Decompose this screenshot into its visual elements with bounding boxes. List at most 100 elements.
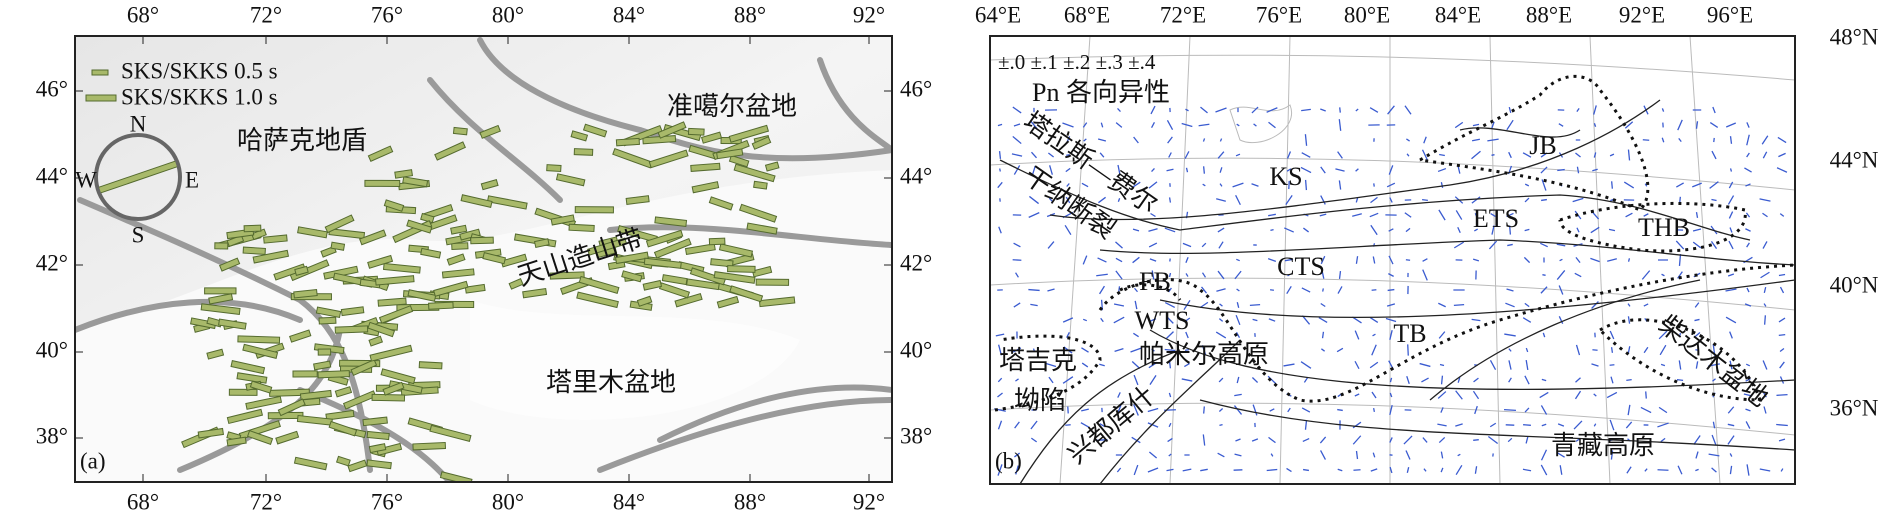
split-bar [700,131,723,144]
pn-dash [1286,467,1292,473]
pn-dash [1203,406,1205,414]
split-bar [446,253,466,266]
pn-dash [1116,404,1122,416]
pn-dash [1268,121,1276,129]
pn-dash [1457,453,1461,457]
pn-dash [1729,453,1733,457]
split-bar [382,381,405,396]
split-bar [615,137,640,147]
pn-dash [1147,407,1159,413]
pn-dash [1352,316,1362,324]
pn-dash [1727,435,1735,445]
pn-dash [1645,226,1647,234]
pn-dash [1388,255,1394,265]
pn-dash [1370,196,1378,204]
pn-dash [1320,450,1326,460]
pn-dash [1522,317,1532,323]
pn-dash [1559,465,1563,475]
pn-dash [1506,288,1514,292]
pn-dash [1081,182,1089,188]
pn-dash [1251,106,1259,114]
pn-dash [1760,271,1770,279]
pn-dash [1523,424,1531,426]
split-bar [568,223,595,233]
pn-dash [997,377,1003,383]
pn-dash [1251,377,1259,383]
pn-dash [1593,123,1597,127]
y-tick-label: 38° [36,423,68,448]
pn-dash [1151,270,1155,280]
split-bar [242,246,266,255]
split-bar [486,195,528,210]
pn-dash [1406,138,1410,142]
split-bar [407,289,437,302]
pn-dash [1287,273,1291,277]
pn-dash [1761,135,1769,145]
pn-dash [1369,107,1379,113]
pn-dash [1626,378,1632,382]
split-bar [289,329,312,343]
pn-dash [1389,466,1393,474]
pn-dash [1218,318,1224,322]
pn-dash [1437,423,1447,427]
pn-dash [1488,240,1498,250]
split-bar [482,252,507,265]
pn-dash [1540,242,1548,248]
y-tick-label: 44° [36,163,68,188]
x-tick-label: 88°E [1526,2,1572,27]
pn-dash [1541,179,1547,191]
pn-dash [1490,213,1496,217]
split-bar [362,416,388,427]
pn-dash [1352,421,1362,429]
x-tick-label: 76°E [1256,2,1302,27]
pn-dash [1030,151,1038,159]
split-bar [574,206,614,214]
legend-scale: ±.0 ±.1 ±.2 ±.3 ±.4 [998,50,1156,74]
pn-dash [1185,256,1189,264]
pn-dash [1759,198,1771,202]
pn-dash [1658,406,1668,414]
pn-dash [1337,151,1343,159]
pn-dash [1234,270,1242,280]
pn-dash [1678,332,1682,338]
split-bar [293,456,328,471]
compass-label: E [185,167,199,192]
pn-dash [1234,453,1242,457]
split-bar [708,196,734,211]
pn-dash [1661,108,1665,112]
pn-dash [1744,167,1752,173]
pn-dash [1593,105,1597,115]
pn-dash [1627,258,1631,262]
pn-dash [1048,197,1054,203]
pn-dash [1729,168,1733,172]
pn-dash [1712,106,1716,114]
pn-dash [1219,138,1223,142]
split-bar [246,430,274,445]
pn-dash [1015,272,1019,278]
split-bar [367,321,396,338]
pn-dash [1011,153,1023,157]
pn-dash [1693,331,1701,339]
split-bar [366,459,392,470]
pn-dash [1166,119,1174,131]
pn-dash [1746,464,1750,476]
compass-label: W [75,167,97,192]
pn-dash [1116,467,1122,473]
pn-dash [1643,213,1649,217]
pn-dash [1471,138,1481,142]
pn-dash [1624,121,1634,129]
split-bar [383,199,405,212]
region-label: 帕米尔高原 [1139,340,1269,369]
pn-dash [998,151,1002,159]
split-bar [690,162,721,172]
split-bar [204,287,237,295]
split-bar [299,389,332,401]
pn-dash [1557,452,1565,458]
pn-dash [1321,331,1325,339]
pn-dash [1779,213,1785,217]
split-bar [230,360,266,375]
split-bar [546,164,562,173]
region-label: CTS [1277,252,1325,281]
split-bar [648,149,689,169]
